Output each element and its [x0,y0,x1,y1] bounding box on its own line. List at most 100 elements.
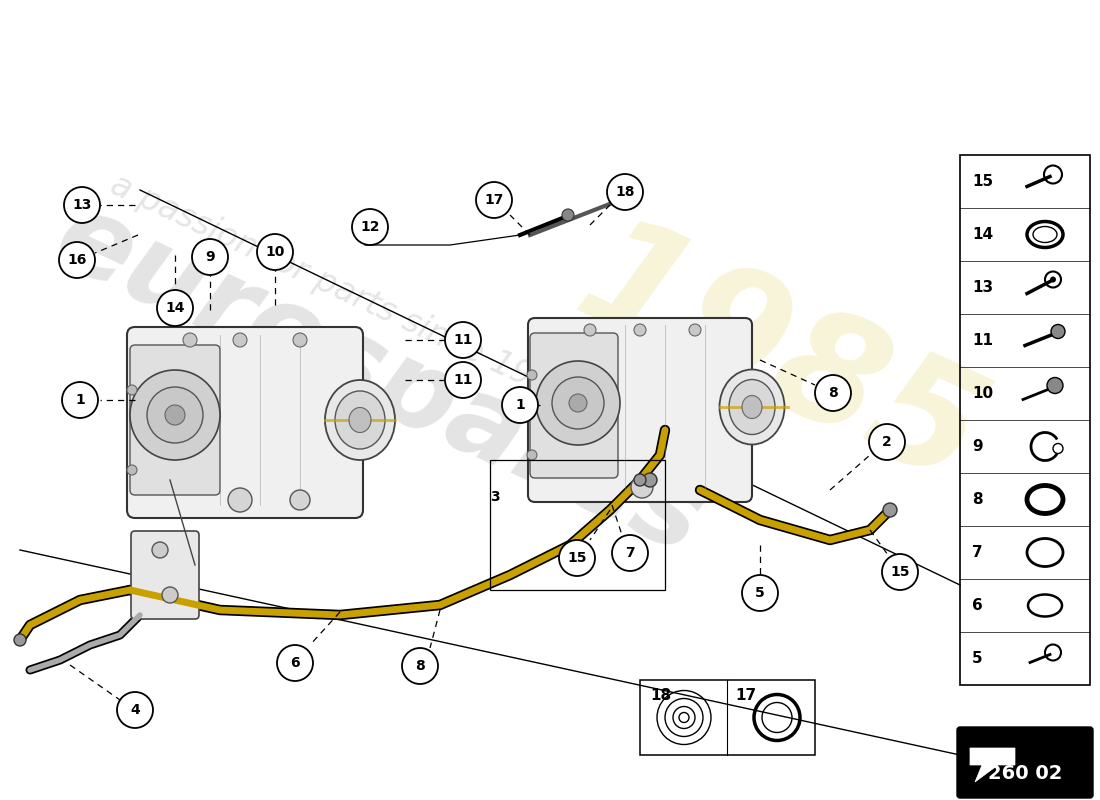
Text: a passion for parts since 1985: a passion for parts since 1985 [104,169,575,411]
Text: 18: 18 [615,185,635,199]
Text: 15: 15 [890,565,910,579]
Ellipse shape [615,191,629,205]
Text: 8: 8 [415,659,425,673]
Circle shape [402,648,438,684]
Ellipse shape [324,380,395,460]
Text: 1985: 1985 [556,202,1004,518]
Circle shape [607,174,644,210]
Text: 11: 11 [453,373,473,387]
Circle shape [290,490,310,510]
Ellipse shape [729,379,776,434]
Circle shape [882,554,918,590]
Circle shape [1050,325,1065,338]
Circle shape [569,394,587,412]
Bar [640,680,815,755]
Text: 18: 18 [650,688,671,703]
Circle shape [644,473,657,487]
Text: 11: 11 [453,333,473,347]
Circle shape [631,476,653,498]
FancyBboxPatch shape [528,318,752,502]
Circle shape [14,634,26,646]
Circle shape [689,324,701,336]
Circle shape [162,587,178,603]
Circle shape [815,375,851,411]
Text: 14: 14 [165,301,185,315]
Circle shape [742,575,778,611]
Circle shape [446,322,481,358]
Text: 1: 1 [75,393,85,407]
Circle shape [257,234,293,270]
Text: 7: 7 [625,546,635,560]
Circle shape [126,385,138,395]
Circle shape [869,424,905,460]
Ellipse shape [719,370,784,445]
FancyBboxPatch shape [126,327,363,518]
Text: 11: 11 [972,333,993,348]
FancyBboxPatch shape [131,531,199,619]
Text: 14: 14 [972,227,993,242]
Text: eurospares: eurospares [39,183,720,577]
Circle shape [559,540,595,576]
Bar [490,460,666,590]
Text: 12: 12 [361,220,379,234]
Text: 15: 15 [568,551,586,565]
Text: 3: 3 [490,490,499,504]
Bar [960,155,1090,685]
Ellipse shape [336,391,385,449]
Circle shape [527,450,537,460]
Text: 2: 2 [882,435,892,449]
Circle shape [64,187,100,223]
Circle shape [183,333,197,347]
Text: 15: 15 [972,174,993,189]
Text: 5: 5 [755,586,764,600]
Circle shape [126,465,138,475]
Text: 16: 16 [67,253,87,267]
Ellipse shape [742,395,762,418]
Circle shape [293,333,307,347]
Circle shape [157,290,192,326]
Circle shape [1047,378,1063,394]
Text: 7: 7 [972,545,982,560]
Text: 10: 10 [265,245,285,259]
FancyBboxPatch shape [957,727,1093,798]
Circle shape [552,377,604,429]
Text: 13: 13 [972,280,993,295]
Text: 17: 17 [484,193,504,207]
Text: 1: 1 [515,398,525,412]
Text: 8: 8 [828,386,838,400]
Circle shape [62,382,98,418]
FancyBboxPatch shape [530,333,618,478]
Text: 9: 9 [206,250,214,264]
Text: 6: 6 [972,598,982,613]
Ellipse shape [349,407,371,433]
Text: 8: 8 [972,492,982,507]
Text: 9: 9 [972,439,982,454]
Circle shape [446,362,481,398]
Circle shape [59,242,95,278]
Circle shape [147,387,204,443]
Circle shape [152,542,168,558]
Circle shape [476,182,512,218]
Circle shape [527,370,537,380]
Circle shape [1050,277,1056,282]
Circle shape [228,488,252,512]
Circle shape [117,692,153,728]
Circle shape [584,324,596,336]
Circle shape [612,535,648,571]
Text: 10: 10 [972,386,993,401]
Circle shape [536,361,620,445]
Polygon shape [970,748,1015,782]
Circle shape [233,333,248,347]
Circle shape [277,645,313,681]
Text: 4: 4 [130,703,140,717]
Circle shape [192,239,228,275]
Circle shape [634,324,646,336]
Circle shape [352,209,388,245]
Circle shape [130,370,220,460]
Text: 17: 17 [735,688,756,703]
Circle shape [883,503,896,517]
FancyBboxPatch shape [130,345,220,495]
Text: 6: 6 [290,656,300,670]
Text: 5: 5 [972,651,982,666]
Circle shape [165,405,185,425]
